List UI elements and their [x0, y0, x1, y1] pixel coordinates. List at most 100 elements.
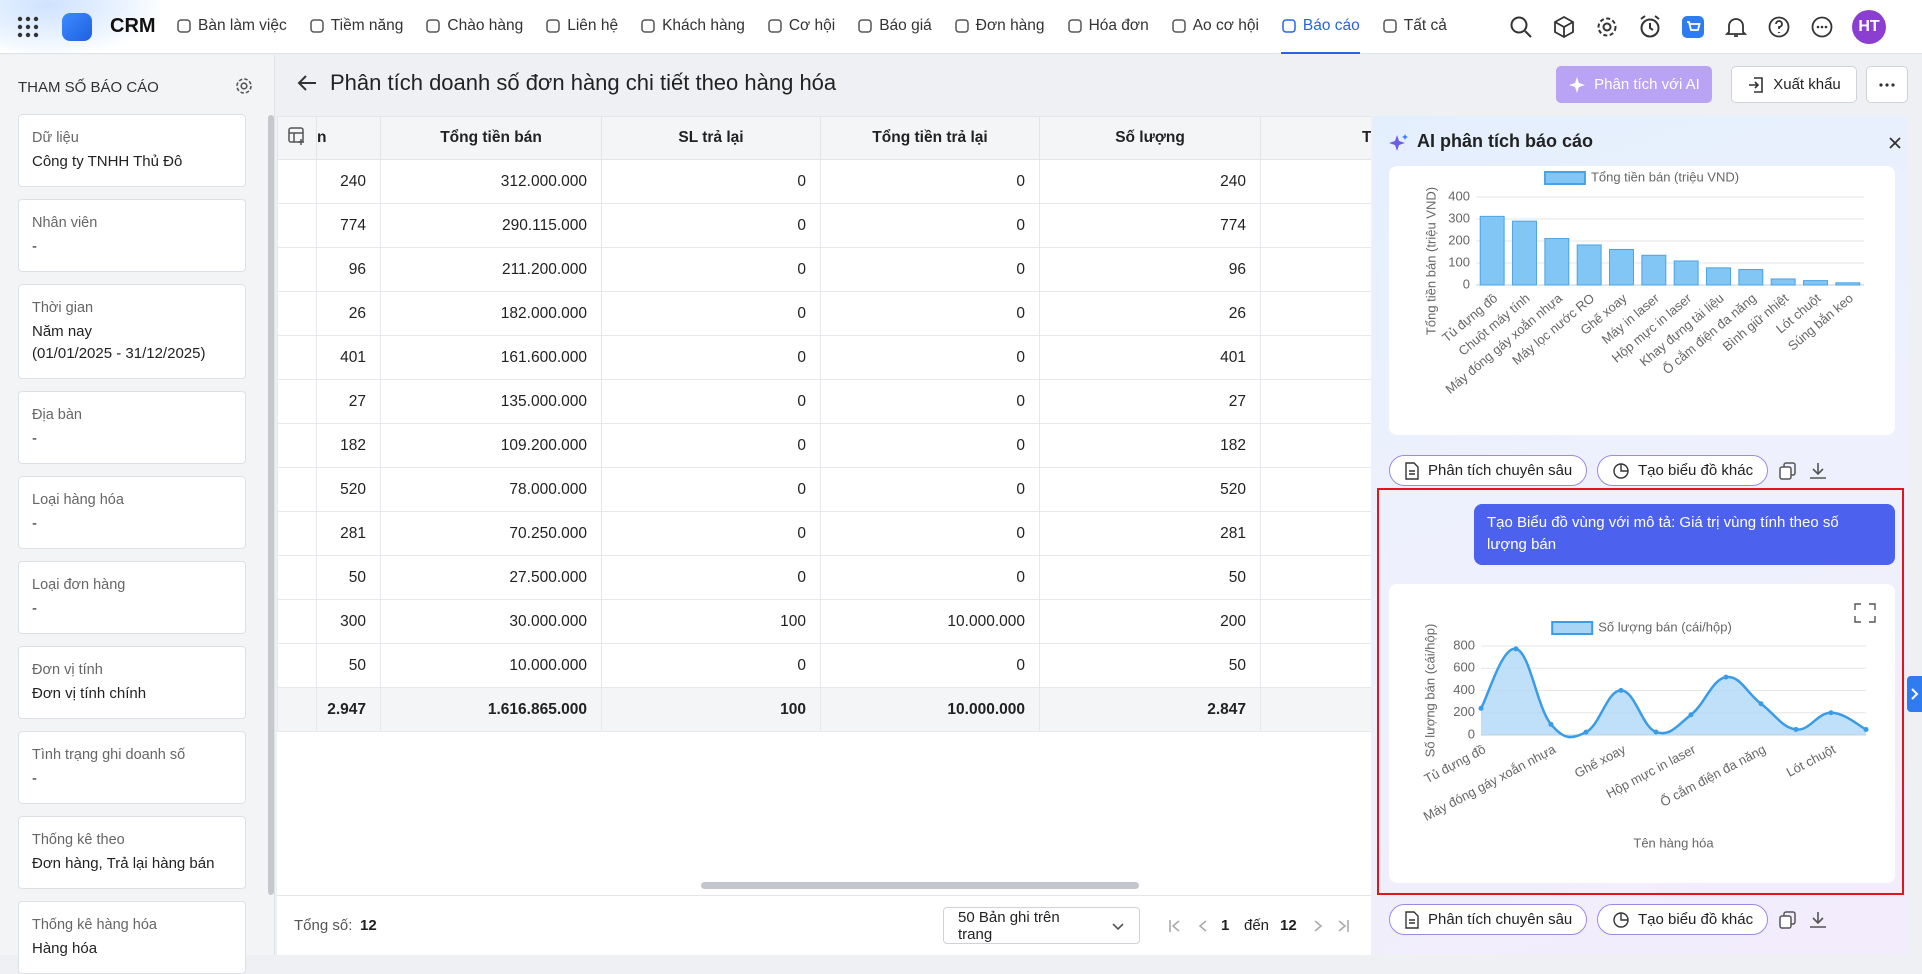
empty-cell	[277, 467, 317, 512]
column-header[interactable]: Tổng tiền bán	[380, 116, 602, 160]
param-card[interactable]: Đơn vị tính Đơn vị tính chính	[18, 646, 246, 719]
last-page-part	[1338, 920, 1349, 932]
nav-item[interactable]: Cơ hội	[767, 0, 835, 54]
settings-icon[interactable]	[1594, 14, 1620, 40]
y-tick-label: 0	[1468, 726, 1475, 741]
column-header[interactable]: n	[316, 116, 381, 160]
sidebar-scrollbar[interactable]	[268, 115, 274, 895]
nav-item-label[interactable]: Ao cơ hội	[1192, 17, 1259, 34]
clock-icon[interactable]	[1637, 14, 1663, 40]
nav-item[interactable]: Báo cáo	[1280, 0, 1360, 54]
param-card[interactable]: Địa bàn -	[18, 391, 246, 464]
export-button[interactable]: Xuất khẩu	[1731, 66, 1857, 103]
nav-item-label[interactable]: Đơn hàng	[975, 17, 1045, 34]
nav-item[interactable]: Liên hệ	[545, 0, 618, 54]
nav-item-label[interactable]: Tất cả	[1403, 17, 1447, 34]
table-cell: 0	[820, 423, 1040, 468]
bell-icon[interactable]	[1723, 14, 1749, 40]
param-card[interactable]: Tình trạng ghi doanh số -	[18, 731, 246, 804]
param-card[interactable]: Thống kê hàng hóa Hàng hóa	[18, 901, 246, 974]
table-settings-icon[interactable]	[287, 126, 307, 146]
empty-cell	[277, 335, 317, 380]
nav-item[interactable]: Ao cơ hội	[1171, 0, 1259, 54]
panel-toggle[interactable]	[1907, 676, 1922, 712]
table-cell: 774	[316, 203, 381, 248]
nav-item[interactable]: Tất cả	[1382, 0, 1447, 54]
param-card[interactable]: Thời gian Năm nay (01/01/2025 - 31/12/202…	[18, 284, 246, 379]
nav-icon-shape	[1282, 19, 1296, 33]
nav-item-label[interactable]: Báo giá	[879, 17, 932, 34]
nav-item-label[interactable]: Khách hàng	[662, 17, 745, 34]
table-row: 240 312.000.000 0 0 240	[277, 159, 1371, 204]
param-label: Đơn vị tính	[32, 662, 103, 678]
table-scrollbar[interactable]	[701, 882, 1139, 889]
help-icon[interactable]	[1766, 14, 1792, 40]
param-card[interactable]: Loại hàng hóa -	[18, 476, 246, 549]
close-icon[interactable]	[1888, 136, 1902, 150]
expand-icon[interactable]	[1854, 603, 1876, 623]
nav-icon	[858, 19, 872, 33]
search-icon[interactable]	[1508, 14, 1534, 40]
nav-item-label[interactable]: Cơ hội	[788, 17, 836, 34]
column-header[interactable]: Tỷ	[1260, 116, 1371, 160]
y-axis-title: Số lượng bán (cái/hộp)	[1422, 624, 1437, 758]
download-icon-part	[1810, 912, 1826, 928]
nav-item-label[interactable]: Hóa đơn	[1088, 17, 1149, 34]
new-chart-button[interactable]: Tạo biểu đồ khác	[1597, 455, 1769, 486]
more-button[interactable]	[1866, 66, 1908, 103]
copy-icon[interactable]	[1778, 910, 1798, 930]
table-cell: 0	[820, 555, 1040, 600]
search-icon-part	[1510, 16, 1528, 34]
icon-group-part	[25, 24, 31, 30]
param-card[interactable]: Loại đơn hàng -	[18, 561, 246, 634]
nav-icon	[641, 19, 655, 33]
new-chart-button[interactable]: Tạo biểu đồ khác	[1597, 904, 1769, 935]
first-page[interactable]	[1167, 918, 1183, 934]
nav-item[interactable]: Khách hàng	[640, 0, 745, 54]
more-icon[interactable]	[1809, 14, 1835, 40]
button-label: Xuất khẩu	[1773, 76, 1841, 93]
sidebar-settings-icon[interactable]	[233, 75, 255, 97]
nav-item[interactable]: Đơn hàng	[954, 0, 1045, 54]
prev-page[interactable]	[1195, 918, 1211, 934]
param-card[interactable]: Dữ liệu Công ty TNHH Thủ Đô	[18, 114, 246, 187]
column-header[interactable]: SL trả lại	[601, 116, 821, 160]
apps-icon[interactable]	[17, 16, 39, 38]
column-header[interactable]: Tổng tiền trả lại	[820, 116, 1040, 160]
page-size-select[interactable]: 50 Bản ghi trên trang	[943, 907, 1140, 944]
nav-item[interactable]: Hóa đơn	[1067, 0, 1149, 54]
param-card[interactable]: Thống kê theo Đơn hàng, Trả lại hàng bán	[18, 816, 246, 889]
download-icon[interactable]	[1808, 461, 1828, 481]
logo-text[interactable]: CRM	[110, 15, 156, 37]
cart-icon[interactable]	[1680, 14, 1706, 40]
next-page[interactable]	[1310, 918, 1326, 934]
area-fill	[1481, 648, 1866, 738]
nav-item-label[interactable]: Liên hệ	[567, 17, 619, 34]
nav-item[interactable]: Báo giá	[857, 0, 932, 54]
download-icon[interactable]	[1808, 910, 1828, 930]
toolbar: HT	[1508, 10, 1886, 44]
ai-analyze-button[interactable]: Phân tích với AI	[1556, 66, 1712, 103]
nav-item-label[interactable]: Chào hàng	[447, 17, 524, 34]
deep-analysis-button[interactable]: Phân tích chuyên sâu	[1389, 904, 1588, 935]
nav-item-label[interactable]: Tiềm năng	[330, 17, 404, 34]
nav-item-label[interactable]: Báo cáo	[1302, 17, 1360, 34]
nav-icon-shape	[858, 19, 872, 33]
user-avatar[interactable]: HT	[1852, 10, 1886, 44]
empty-cell	[277, 599, 317, 644]
nav-item[interactable]: Bàn làm việc	[176, 0, 287, 54]
back-icon[interactable]	[296, 72, 318, 94]
param-value: Công ty TNHH Thủ Đô	[32, 153, 183, 170]
deep-analysis-button[interactable]: Phân tích chuyên sâu	[1389, 455, 1588, 486]
cube-icon[interactable]	[1551, 14, 1577, 40]
copy-icon[interactable]	[1778, 461, 1798, 481]
nav-item-label[interactable]: Bàn làm việc	[198, 17, 287, 34]
last-page[interactable]	[1335, 918, 1351, 934]
nav-item[interactable]: Chào hàng	[425, 0, 523, 54]
nav-item[interactable]: Tiềm năng	[309, 0, 404, 54]
table-cell: 96	[1039, 247, 1261, 292]
column-header[interactable]: Số lượng	[1039, 116, 1261, 160]
column-settings-cell[interactable]	[277, 116, 317, 160]
table-cell: 70.250.000	[380, 511, 602, 556]
param-card[interactable]: Nhân viên -	[18, 199, 246, 272]
